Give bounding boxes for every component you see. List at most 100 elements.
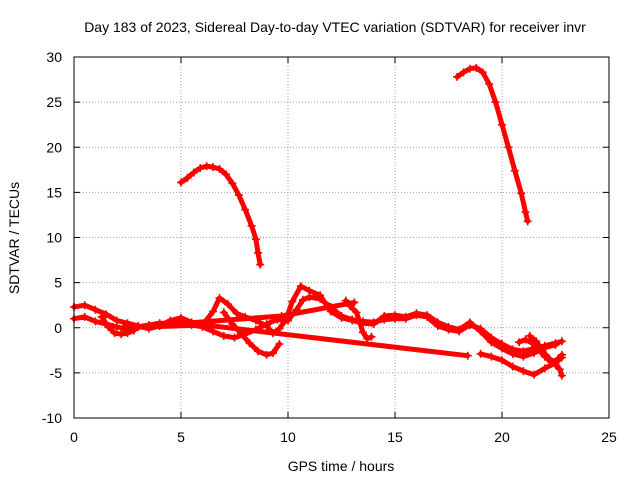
data-point xyxy=(91,305,100,314)
data-point xyxy=(305,286,314,295)
data-point xyxy=(348,316,357,325)
series-trace xyxy=(178,163,263,268)
data-layer xyxy=(70,63,566,380)
data-point xyxy=(515,338,524,347)
data-point xyxy=(367,332,376,341)
data-point xyxy=(230,333,239,342)
axis-ticks: 0 5 10 15 20 25 -10 -5 0 5 10 15 20 25 30 xyxy=(42,49,617,445)
x-tick-label: 5 xyxy=(177,429,185,445)
data-point xyxy=(316,291,325,300)
data-point xyxy=(241,205,250,214)
data-point xyxy=(510,166,519,175)
data-point xyxy=(196,164,205,173)
data-point xyxy=(209,163,218,172)
data-point xyxy=(551,340,560,349)
data-point xyxy=(532,337,541,346)
data-point xyxy=(183,173,192,182)
data-point xyxy=(119,323,128,332)
y-tick-label: -5 xyxy=(50,365,63,381)
data-point xyxy=(540,364,549,373)
data-point xyxy=(262,321,271,330)
series-isolated xyxy=(119,298,472,360)
plot-frame xyxy=(73,56,610,419)
data-point xyxy=(97,312,106,321)
data-point xyxy=(551,360,560,369)
data-point xyxy=(459,68,468,77)
data-point xyxy=(519,352,528,361)
data-point xyxy=(380,312,389,321)
data-point xyxy=(465,318,474,327)
data-point xyxy=(498,344,506,353)
data-point xyxy=(275,339,284,348)
data-point xyxy=(553,355,562,364)
y-tick-label: 10 xyxy=(46,230,62,246)
series-trace xyxy=(454,65,531,224)
data-point xyxy=(202,162,211,171)
data-point xyxy=(228,179,237,188)
data-point xyxy=(112,316,121,325)
data-point xyxy=(465,64,474,73)
data-point xyxy=(433,318,442,327)
data-point xyxy=(545,354,554,363)
data-point xyxy=(219,331,228,340)
data-point xyxy=(412,309,421,318)
data-point xyxy=(557,371,566,380)
data-point xyxy=(215,164,224,173)
data-point xyxy=(391,311,399,320)
data-point xyxy=(530,349,539,358)
y-axis-label: SDTVAR / TECUs xyxy=(6,182,22,294)
data-point xyxy=(80,312,89,321)
data-point xyxy=(453,72,462,81)
data-point xyxy=(262,350,271,359)
data-point xyxy=(256,260,265,269)
grid xyxy=(74,57,609,418)
data-point xyxy=(102,310,111,319)
data-point xyxy=(234,191,243,200)
data-point xyxy=(352,308,361,317)
x-tick-label: 15 xyxy=(387,429,403,445)
data-point xyxy=(478,68,487,77)
data-point xyxy=(215,293,224,302)
data-point xyxy=(444,322,453,331)
series-arc-rise-1 xyxy=(177,162,265,269)
data-point xyxy=(221,170,230,179)
data-point xyxy=(498,120,506,129)
data-point xyxy=(455,325,464,334)
data-point xyxy=(401,312,410,321)
data-point xyxy=(487,338,496,347)
data-point xyxy=(200,321,209,330)
chart-title: Day 183 of 2023, Sidereal Day-to-day VTE… xyxy=(84,19,586,35)
data-point xyxy=(104,322,113,331)
data-point xyxy=(557,337,566,346)
data-point xyxy=(269,349,278,358)
data-point xyxy=(91,317,100,326)
data-point xyxy=(369,320,378,329)
data-point xyxy=(463,351,472,360)
data-point xyxy=(177,313,185,322)
data-point xyxy=(555,365,564,374)
data-point xyxy=(525,331,534,340)
data-point xyxy=(557,350,566,359)
data-point xyxy=(254,248,263,257)
data-point xyxy=(219,308,228,317)
data-point xyxy=(254,347,263,356)
data-point xyxy=(485,80,494,89)
data-point xyxy=(80,301,89,310)
data-point xyxy=(521,335,530,344)
data-point xyxy=(517,189,526,198)
x-tick-label: 10 xyxy=(280,429,296,445)
data-point xyxy=(224,300,233,309)
data-point xyxy=(251,235,260,244)
data-point xyxy=(487,352,496,361)
y-tick-label: 30 xyxy=(46,49,62,65)
data-point xyxy=(423,311,432,320)
data-point xyxy=(110,329,119,338)
data-point xyxy=(123,329,132,338)
y-tick-label: -10 xyxy=(42,410,62,426)
series-arc-rise-2 xyxy=(453,63,532,226)
data-point xyxy=(530,370,539,379)
data-point xyxy=(472,63,481,72)
data-point xyxy=(189,168,198,177)
x-tick-label: 0 xyxy=(70,429,78,445)
